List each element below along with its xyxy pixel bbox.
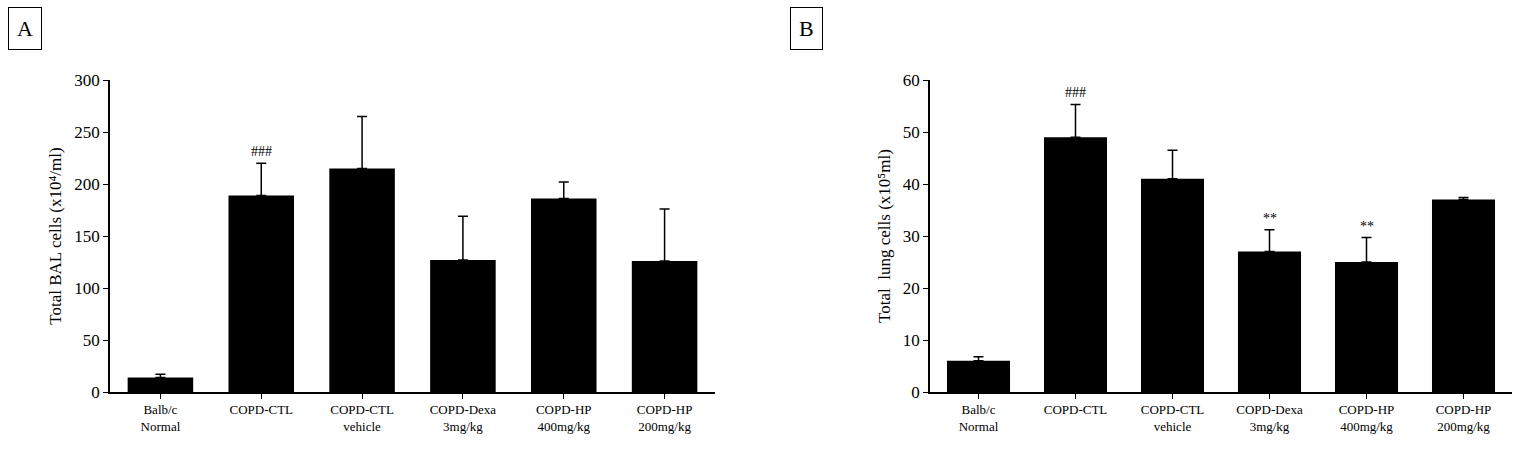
svg-text:A: A: [17, 16, 33, 41]
svg-text:10: 10: [903, 331, 920, 350]
svg-text:0: 0: [91, 383, 100, 402]
svg-text:COPD-HP400mg/kg: COPD-HP400mg/kg: [1339, 402, 1395, 434]
svg-text:COPD-Dexa3mg/kg: COPD-Dexa3mg/kg: [1236, 402, 1303, 434]
svg-text:###: ###: [251, 144, 272, 159]
svg-text:0: 0: [911, 383, 920, 402]
svg-text:COPD-CTL: COPD-CTL: [229, 402, 293, 417]
svg-text:COPD-CTLvehicle: COPD-CTLvehicle: [330, 402, 394, 434]
svg-text:**: **: [1263, 211, 1277, 226]
svg-text:###: ###: [1065, 85, 1086, 100]
svg-text:200: 200: [74, 175, 100, 194]
svg-text:COPD-HP400mg/kg: COPD-HP400mg/kg: [536, 402, 592, 434]
svg-text:**: **: [1360, 219, 1374, 234]
svg-text:60: 60: [903, 71, 920, 90]
svg-text:150: 150: [74, 227, 100, 246]
svg-text:COPD-CTL: COPD-CTL: [1044, 402, 1108, 417]
svg-text:COPD-HP200mg/kg: COPD-HP200mg/kg: [1436, 402, 1492, 434]
svg-text:20: 20: [903, 279, 920, 298]
svg-text:B: B: [799, 16, 814, 41]
svg-text:300: 300: [74, 71, 100, 90]
svg-text:COPD-HP200mg/kg: COPD-HP200mg/kg: [637, 402, 693, 434]
svg-text:250: 250: [74, 123, 100, 142]
svg-text:Total lung cells (x10⁵ml): Total lung cells (x10⁵ml): [875, 149, 894, 323]
svg-text:40: 40: [903, 175, 920, 194]
svg-text:50: 50: [903, 123, 920, 142]
svg-text:Balb/cNormal: Balb/cNormal: [959, 402, 999, 434]
svg-text:100: 100: [74, 279, 100, 298]
svg-text:50: 50: [83, 331, 100, 350]
svg-text:Total BAL cells (x10⁴/ml): Total BAL cells (x10⁴/ml): [46, 147, 65, 324]
svg-text:30: 30: [903, 227, 920, 246]
svg-text:Balb/cNormal: Balb/cNormal: [141, 402, 181, 434]
svg-text:COPD-CTLvehicle: COPD-CTLvehicle: [1141, 402, 1205, 434]
svg-text:COPD-Dexa3mg/kg: COPD-Dexa3mg/kg: [430, 402, 497, 434]
